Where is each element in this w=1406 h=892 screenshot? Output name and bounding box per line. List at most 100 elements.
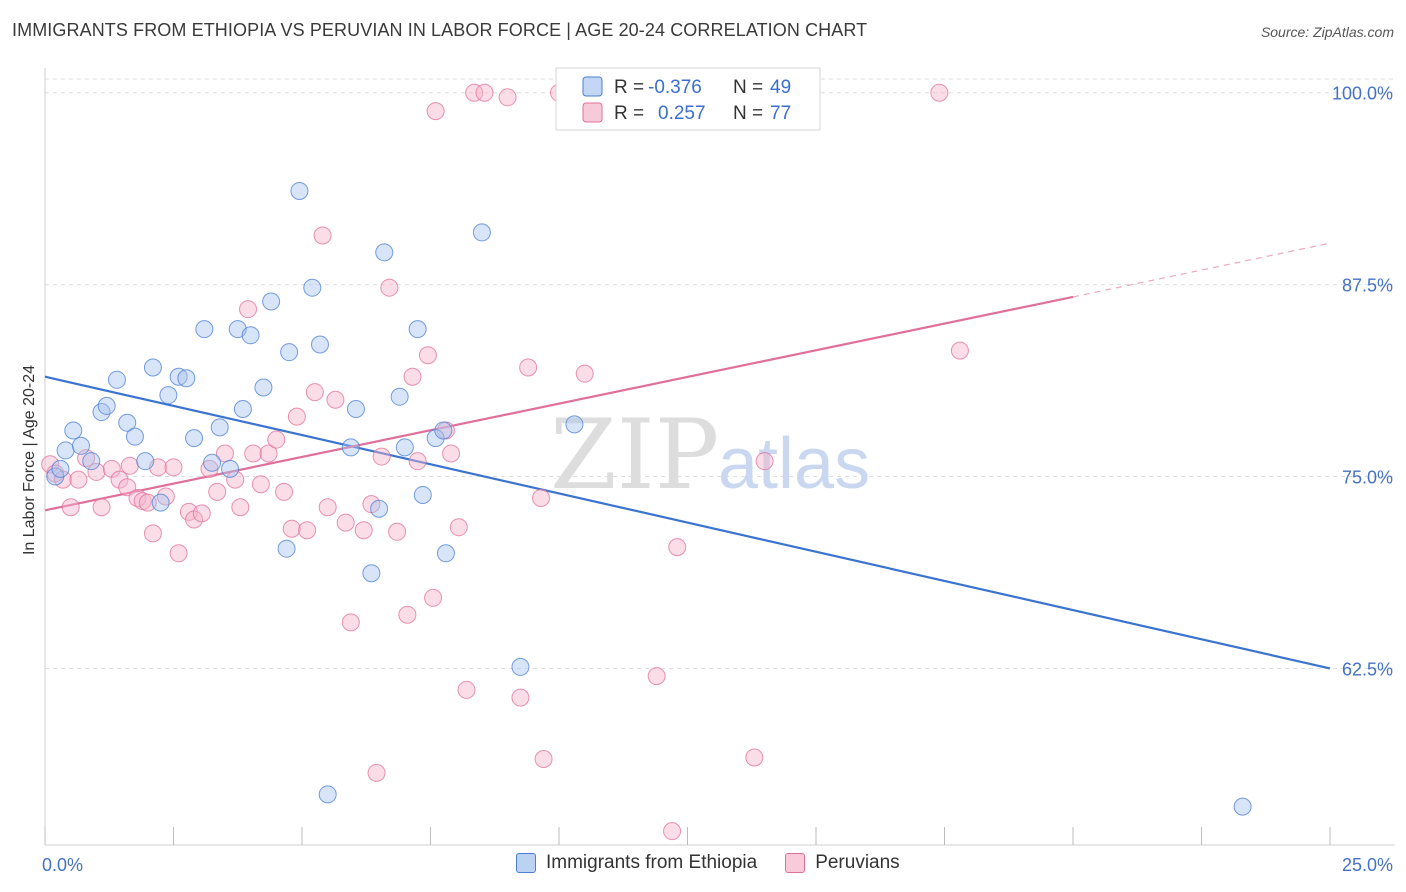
point-ethiopia xyxy=(159,386,178,405)
series-label-ethiopia: Immigrants from Ethiopia xyxy=(546,852,758,873)
point-peruvians xyxy=(259,444,278,463)
point-ethiopia xyxy=(277,539,296,558)
point-ethiopia xyxy=(434,421,453,440)
point-peruvians xyxy=(275,482,294,501)
source-credit: Source: ZipAtlas.com xyxy=(1260,24,1394,40)
x-tick-label: 0.0% xyxy=(42,855,83,875)
point-ethiopia xyxy=(511,657,530,676)
watermark-atlas: atlas xyxy=(718,424,870,504)
point-peruvians xyxy=(287,407,306,426)
y-tick-label: 100.0% xyxy=(1332,84,1393,104)
watermark: ZIP atlas xyxy=(550,399,870,511)
legend-n-value-2: 77 xyxy=(770,103,791,124)
y-tick-label: 62.5% xyxy=(1342,659,1393,679)
point-ethiopia xyxy=(56,441,75,460)
x-tick-label: 25.0% xyxy=(1342,855,1393,875)
point-peruvians xyxy=(110,470,129,489)
point-ethiopia xyxy=(362,564,381,583)
series-label-peruvians: Peruvians xyxy=(815,852,900,873)
point-ethiopia xyxy=(82,452,101,471)
point-ethiopia xyxy=(341,438,360,457)
point-peruvians xyxy=(69,470,88,489)
point-peruvians xyxy=(511,688,530,707)
point-peruvians xyxy=(244,444,263,463)
point-peruvians xyxy=(192,504,211,523)
series-legend-peruvians: Peruvians xyxy=(785,852,900,874)
point-ethiopia xyxy=(280,343,299,362)
point-ethiopia xyxy=(426,429,445,448)
point-peruvians xyxy=(475,83,494,102)
point-ethiopia xyxy=(472,223,491,242)
point-ethiopia xyxy=(290,181,309,200)
point-peruvians xyxy=(668,538,687,557)
point-peruvians xyxy=(318,498,337,517)
point-peruvians xyxy=(745,748,764,767)
point-ethiopia xyxy=(177,369,196,388)
point-peruvians xyxy=(87,462,106,481)
point-peruvians xyxy=(457,680,476,699)
point-ethiopia xyxy=(125,427,144,446)
point-peruvians xyxy=(575,364,594,383)
point-peruvians xyxy=(532,489,551,508)
trend-line-ethiopia xyxy=(44,375,1331,670)
point-peruvians xyxy=(372,447,391,466)
y-tick-label: 75.0% xyxy=(1342,468,1393,488)
point-ethiopia xyxy=(143,358,162,377)
point-ethiopia xyxy=(241,326,260,345)
point-ethiopia xyxy=(107,370,126,389)
legend-swatch-peruvians xyxy=(582,102,603,123)
legend-swatch-ethiopia xyxy=(582,76,603,97)
series-legend-ethiopia: Immigrants from Ethiopia xyxy=(516,852,757,874)
point-ethiopia xyxy=(1233,797,1252,816)
point-ethiopia xyxy=(136,452,155,471)
point-peruvians xyxy=(305,383,324,402)
watermark-zip: ZIP xyxy=(550,399,719,511)
point-peruvians xyxy=(647,667,666,686)
point-peruvians xyxy=(403,367,422,386)
point-peruvians xyxy=(92,498,111,517)
point-ethiopia xyxy=(71,436,90,455)
point-peruvians xyxy=(143,524,162,543)
point-ethiopia xyxy=(565,415,584,434)
point-peruvians xyxy=(424,588,443,607)
point-peruvians xyxy=(169,544,188,563)
point-peruvians xyxy=(426,102,445,121)
point-ethiopia xyxy=(97,396,116,415)
axes xyxy=(44,68,1395,846)
legend-n-label-2: N = xyxy=(733,103,763,124)
point-peruvians xyxy=(164,458,183,477)
point-peruvians xyxy=(239,300,258,319)
point-peruvians xyxy=(354,521,373,540)
series-swatch-ethiopia xyxy=(516,853,536,873)
point-ethiopia xyxy=(318,785,337,804)
point-peruvians xyxy=(663,822,682,841)
legend-r-value-2: 0.257 xyxy=(658,103,706,124)
point-ethiopia xyxy=(303,278,322,297)
point-ethiopia xyxy=(185,429,204,448)
trend-line-peruvians xyxy=(44,295,1074,512)
point-peruvians xyxy=(930,83,949,102)
point-peruvians xyxy=(534,750,553,769)
point-peruvians xyxy=(226,470,245,489)
point-peruvians xyxy=(449,518,468,537)
legend-n-value-1: 49 xyxy=(770,77,791,98)
point-peruvians xyxy=(950,341,969,360)
y-axis-label: In Labor Force | Age 20-24 xyxy=(21,365,38,555)
point-ethiopia xyxy=(413,485,432,504)
point-peruvians xyxy=(398,605,417,624)
trend-lines xyxy=(44,242,1331,670)
point-peruvians xyxy=(128,489,147,508)
point-peruvians xyxy=(498,88,517,107)
series-swatch-peruvians xyxy=(785,853,806,873)
point-ethiopia xyxy=(169,367,188,386)
point-ethiopia xyxy=(390,387,409,406)
point-ethiopia xyxy=(395,438,414,457)
point-peruvians xyxy=(282,519,301,538)
point-peruvians xyxy=(208,482,227,501)
point-peruvians xyxy=(341,613,360,632)
point-peruvians xyxy=(408,452,427,471)
point-peruvians xyxy=(755,452,774,471)
point-peruvians xyxy=(251,475,270,494)
point-ethiopia xyxy=(436,544,455,563)
